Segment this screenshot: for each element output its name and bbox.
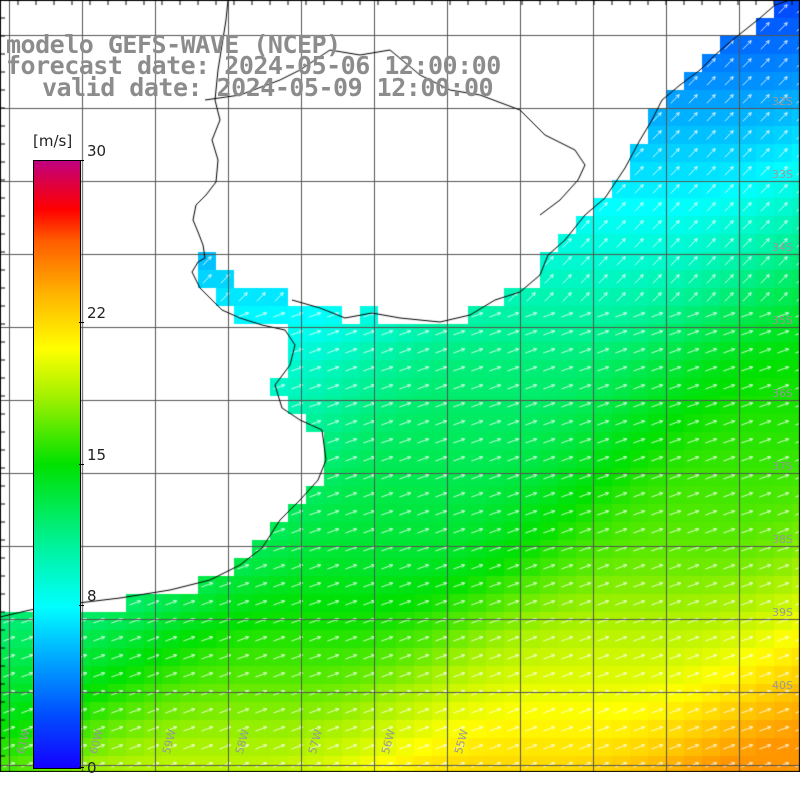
latitude-label: 33S <box>772 168 793 181</box>
latitude-label: 38S <box>772 533 793 546</box>
colorbar-tick-label: 30 <box>87 142 107 160</box>
wind-speed-map <box>0 0 800 772</box>
colorbar-unit: [m/s] <box>33 132 73 150</box>
colorbar-tick-mark <box>79 605 84 607</box>
latitude-label: 37S <box>772 460 793 473</box>
latitude-label: 36S <box>772 387 793 400</box>
colorbar-tick-label: 0 <box>87 759 97 777</box>
forecast-date: forecast date: 2024-05-06 12:00:00 <box>6 51 501 80</box>
colorbar-tick-mark <box>79 767 84 768</box>
colorbar-tick-mark <box>79 160 84 161</box>
valid-date: valid date: 2024-05-09 12:00:00 <box>42 73 494 102</box>
colorbar-tick-mark <box>79 321 84 323</box>
latitude-label: 32S <box>772 95 793 108</box>
model-title: modelo GEFS-WAVE (NCEP) <box>6 30 341 59</box>
latitude-label: 35S <box>772 314 793 327</box>
latitude-label: 39S <box>772 606 793 619</box>
colorbar-tick-mark <box>79 463 84 465</box>
colorbar-tick-label: 15 <box>87 445 107 464</box>
latitude-label: 40S <box>772 679 793 692</box>
colorbar <box>33 160 81 769</box>
latitude-label: 34S <box>772 241 793 254</box>
colorbar-tick-label: 8 <box>87 587 97 606</box>
colorbar-tick-label: 22 <box>87 303 107 322</box>
